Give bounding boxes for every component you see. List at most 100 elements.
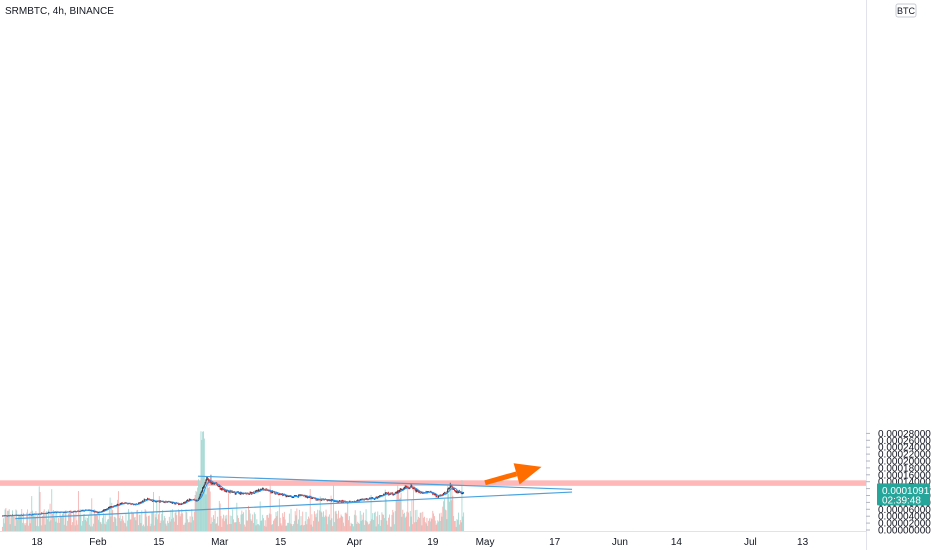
- resistance-zone[interactable]: [0, 480, 866, 486]
- candle-body: [256, 490, 258, 492]
- volume-bar: [201, 439, 203, 531]
- candle-body: [424, 492, 426, 494]
- candle-body: [463, 492, 465, 494]
- candle-body: [56, 512, 58, 514]
- candle-body: [318, 499, 319, 501]
- candle-body: [151, 499, 153, 502]
- candle-body: [450, 485, 452, 487]
- candle-body: [373, 498, 375, 500]
- volume-bar: [85, 517, 87, 531]
- candle-body: [143, 500, 144, 502]
- candle-body: [258, 489, 260, 491]
- volume-bar: [462, 516, 464, 531]
- volume-bar: [192, 516, 194, 531]
- volume-bar: [165, 523, 167, 531]
- volume-bar: [54, 511, 56, 531]
- volume-bar: [238, 521, 240, 531]
- candle-body: [242, 493, 244, 495]
- volume-bar: [80, 515, 82, 531]
- candle-body: [103, 509, 105, 511]
- forecast-arrow-head[interactable]: [513, 463, 542, 485]
- volume-bar: [188, 522, 190, 531]
- candle-body: [400, 489, 402, 491]
- volume-bar: [105, 524, 107, 531]
- volume-bar: [89, 510, 91, 531]
- candle-body: [221, 488, 223, 490]
- candle-body: [141, 501, 143, 503]
- candle-body: [269, 490, 271, 492]
- volume-bar: [148, 515, 150, 531]
- candle-body: [254, 491, 256, 494]
- volume-bar: [353, 514, 355, 531]
- volume-bar: [357, 521, 359, 531]
- volume-bar: [435, 524, 437, 531]
- volume-bar: [218, 500, 220, 531]
- candle-body: [121, 502, 123, 505]
- volume-bar: [443, 501, 445, 531]
- volume-bar: [63, 524, 65, 531]
- candle-body: [225, 490, 227, 492]
- candle-body: [93, 511, 95, 513]
- volume-bar: [365, 509, 367, 531]
- volume-bar: [273, 520, 274, 531]
- candle-body: [393, 494, 395, 496]
- volume-bar: [129, 519, 131, 531]
- candle-body: [171, 502, 173, 504]
- volume-bar: [444, 509, 446, 531]
- annotation-zone-layer: [0, 480, 866, 486]
- volume-bar: [151, 511, 153, 531]
- candle-body: [202, 487, 204, 492]
- candle-body: [223, 489, 224, 490]
- volume-bar: [450, 500, 452, 531]
- volume-bar: [429, 521, 431, 531]
- candle-body: [249, 492, 251, 494]
- candle-body: [274, 493, 276, 495]
- volume-bar: [50, 520, 52, 531]
- candle-body: [449, 485, 451, 489]
- time-axis-label: May: [476, 537, 495, 548]
- volume-bar: [185, 509, 187, 531]
- forecast-arrow-shaft[interactable]: [484, 471, 518, 486]
- volume-bar: [351, 523, 353, 531]
- volume-bar: [96, 514, 98, 531]
- candle-body: [219, 486, 221, 489]
- upper-trendline[interactable]: [197, 475, 573, 490]
- volume-bar: [276, 516, 278, 531]
- volume-bar: [83, 513, 85, 531]
- candle-body: [396, 492, 398, 494]
- volume-bar: [414, 510, 416, 531]
- price-axis-label: 0.00024000: [878, 443, 931, 454]
- volume-bar: [228, 493, 229, 531]
- candle-body: [444, 492, 446, 494]
- candle-body: [462, 492, 464, 494]
- volume-bar: [379, 525, 381, 531]
- time-axis-label: Mar: [211, 537, 229, 548]
- volume-bar: [27, 509, 29, 531]
- price-axis-label: 0.00016000: [878, 470, 931, 481]
- volume-bar: [123, 522, 125, 531]
- volume-bar: [34, 517, 36, 531]
- candle-body: [196, 500, 198, 502]
- drawing-layer[interactable]: [15, 463, 573, 520]
- time-axis[interactable]: 18 Feb 15 Mar 15 Apr 19 May 17 Jun 14 Jul 13: [31, 537, 808, 548]
- volume-bar: [345, 512, 347, 531]
- volume-bar: [20, 515, 22, 531]
- volume-bar: [137, 509, 139, 531]
- volume-bar: [341, 515, 343, 531]
- candle-body: [367, 499, 369, 501]
- volume-bar: [130, 519, 132, 531]
- volume-bar: [300, 516, 302, 531]
- lower-trendline[interactable]: [15, 491, 573, 520]
- candle-body: [142, 500, 144, 502]
- volume-bar: [288, 522, 289, 531]
- volume-bar: [460, 522, 462, 531]
- volume-bar: [418, 517, 420, 531]
- volume-bar: [269, 483, 271, 531]
- volume-bar: [227, 524, 229, 531]
- candle-body: [304, 495, 306, 498]
- volume-bar: [459, 519, 461, 531]
- candle-body: [257, 490, 259, 492]
- candle-body: [379, 495, 381, 497]
